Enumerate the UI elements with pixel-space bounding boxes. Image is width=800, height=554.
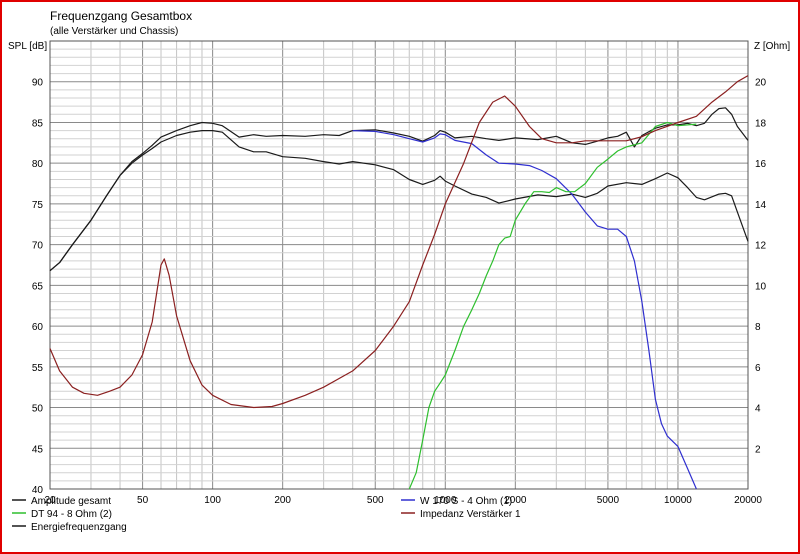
x-tick-label: 200 (274, 495, 291, 506)
legend-label: DT 94 - 8 Ohm (2) (31, 509, 112, 520)
y-right-tick-label: 12 (755, 241, 767, 252)
y-right-tick-label: 18 (755, 118, 767, 129)
series-line (49, 130, 749, 272)
x-tick-label: 1000 (434, 495, 457, 506)
y-left-tick-label: 55 (32, 363, 44, 374)
plot-area-border (49, 40, 749, 490)
series-line (49, 75, 749, 409)
legend-label: Amplitude gesamt (31, 496, 111, 507)
legend-label: Impedanz Verstärker 1 (420, 509, 521, 520)
y-right-tick-label: 10 (755, 281, 767, 292)
y-left-tick-label: 60 (32, 322, 44, 333)
series-line (408, 121, 697, 490)
y-right-tick-label: 14 (755, 200, 767, 211)
y-left-tick-label: 85 (32, 118, 44, 129)
chart-title: Frequenzgang Gesamtbox (50, 9, 192, 23)
chart-subtitle: (alle Verstärker und Chassis) (50, 26, 178, 37)
y-left-tick-label: 75 (32, 200, 44, 211)
y-right-tick-label: 6 (755, 363, 761, 374)
x-tick-label: 500 (367, 495, 384, 506)
y-axis-left-label: SPL [dB] (8, 41, 47, 52)
legend-label: W 170 S - 4 Ohm (1) (420, 496, 512, 507)
grid (50, 41, 748, 489)
x-tick-label: 20000 (734, 495, 762, 506)
y-left-tick-label: 40 (32, 485, 44, 496)
x-tick-label: 100 (204, 495, 221, 506)
axis-ticks: 20 50 100 200 500 1000 2000 5000 10000 2000040455… (32, 78, 767, 506)
series-line (352, 130, 697, 490)
y-left-tick-label: 45 (32, 444, 44, 455)
legend: Amplitude gesamt DT 94 - 8 Ohm (2) Energie… (12, 496, 521, 533)
y-right-tick-label: 2 (755, 444, 761, 455)
x-tick-label: 20 (44, 495, 56, 506)
series-lines (49, 75, 749, 490)
x-tick-label: 5000 (597, 495, 620, 506)
y-right-tick-label: 16 (755, 159, 767, 170)
x-tick-label: 10000 (664, 495, 692, 506)
legend-label: Energiefrequenzgang (31, 522, 127, 533)
y-left-tick-label: 50 (32, 404, 44, 415)
y-left-tick-label: 80 (32, 159, 44, 170)
y-axis-right-label: Z [Ohm] (754, 41, 790, 52)
x-tick-label: 2000 (504, 495, 527, 506)
y-right-tick-label: 20 (755, 78, 767, 89)
y-right-tick-label: 4 (755, 404, 761, 415)
y-right-tick-label: 8 (755, 322, 761, 333)
y-left-tick-label: 70 (32, 241, 44, 252)
x-tick-label: 50 (137, 495, 149, 506)
y-left-tick-label: 90 (32, 78, 44, 89)
y-left-tick-label: 65 (32, 281, 44, 292)
series-line (49, 107, 749, 272)
